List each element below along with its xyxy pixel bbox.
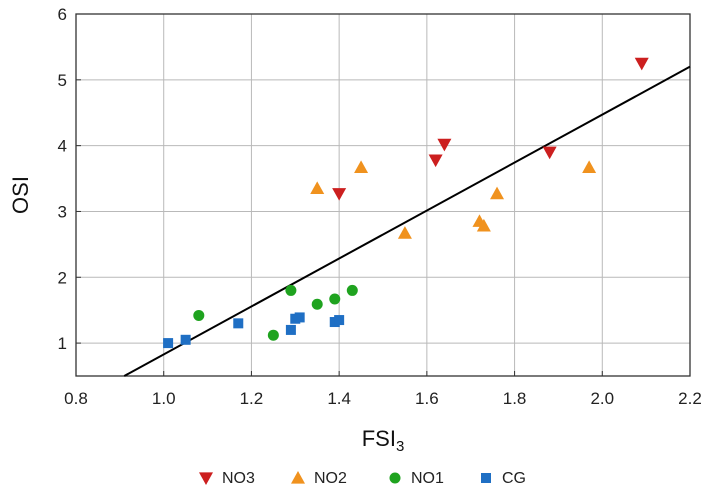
x-axis-title-subscript: 3: [396, 438, 404, 455]
data-point-no3: [437, 138, 452, 152]
data-point-no1: [329, 293, 341, 305]
data-point-no1: [285, 284, 297, 296]
data-point-cg: [285, 324, 296, 335]
legend-label: CG: [502, 470, 526, 487]
data-point-cg: [294, 312, 305, 323]
data-points: [163, 57, 649, 349]
grid: [75, 13, 691, 376]
y-tick-label: 6: [58, 5, 67, 24]
x-tick-label: 1.2: [240, 389, 264, 408]
y-tick-label: 3: [58, 202, 67, 221]
legend-marker-cg: [481, 473, 491, 483]
data-point-cg: [180, 334, 191, 345]
data-point-no2: [397, 226, 412, 239]
data-point-no1: [346, 284, 358, 296]
data-point-no2: [310, 181, 325, 195]
legend-item-no1: NO1: [389, 470, 444, 487]
x-tick-label: 2.2: [678, 389, 702, 408]
x-tick-label: 2.0: [590, 389, 614, 408]
x-tick-label: 1.4: [327, 389, 351, 408]
x-tick-label: 1.6: [415, 389, 439, 408]
fit-line-group: [123, 65, 691, 377]
legend-marker-no2: [291, 471, 305, 484]
data-point-cg: [163, 338, 174, 349]
legend-item-cg: CG: [481, 470, 526, 487]
y-tick-label: 4: [58, 137, 67, 156]
fit-line: [123, 65, 691, 377]
legend-label: NO3: [222, 470, 255, 487]
legend-item-no3: NO3: [199, 470, 255, 487]
data-point-cg: [233, 318, 244, 329]
plot-frame: [75, 13, 691, 377]
data-point-no2: [354, 160, 369, 173]
data-point-cg: [334, 315, 345, 326]
data-point-no3: [542, 146, 557, 160]
legend: NO3 NO2 NO1 CG: [199, 470, 526, 487]
y-tick-label: 1: [58, 334, 67, 353]
data-point-no1: [193, 309, 205, 321]
data-point-no1: [267, 329, 279, 341]
legend-marker-no3: [199, 472, 213, 485]
x-axis-title-main: FSI: [362, 426, 396, 451]
legend-label: NO2: [314, 470, 347, 487]
y-tick-label: 5: [58, 71, 67, 90]
legend-marker-no1: [389, 472, 401, 484]
data-point-no3: [332, 188, 347, 201]
x-tick-label: 0.8: [64, 389, 88, 408]
data-point-no2: [476, 218, 491, 232]
data-point-no2: [490, 186, 505, 200]
x-tick-label: 1.0: [152, 389, 176, 408]
legend-item-no2: NO2: [291, 470, 347, 487]
y-tick-label: 2: [58, 268, 67, 287]
y-axis-title: OSI: [8, 176, 33, 214]
x-axis-title: FSI3: [362, 426, 405, 455]
data-point-no3: [428, 154, 443, 168]
legend-label: NO1: [411, 470, 444, 487]
y-axis-ticks: 1 2 3 4 5 6: [58, 5, 81, 353]
data-point-no2: [582, 160, 597, 173]
x-tick-label: 1.8: [503, 389, 527, 408]
data-point-no3: [634, 57, 649, 71]
data-point-no1: [311, 298, 323, 310]
x-axis-ticks: 0.8 1.0 1.2 1.4 1.6 1.8 2.0 2.2: [64, 371, 702, 408]
